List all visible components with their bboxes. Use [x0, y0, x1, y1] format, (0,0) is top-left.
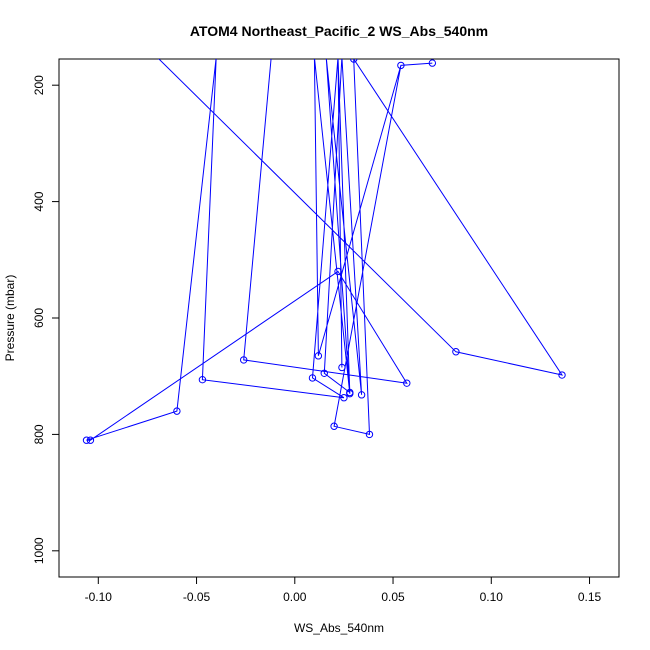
- data-point: [86, 436, 95, 444]
- data-point: [338, 363, 346, 372]
- data-point: [452, 348, 460, 356]
- data-point: [428, 59, 437, 67]
- data-point: [240, 356, 248, 364]
- x-tick-label: -0.10: [85, 590, 113, 604]
- plot-area: [82, 59, 566, 444]
- data-point: [314, 352, 323, 360]
- x-tick-label: 0.15: [578, 590, 602, 604]
- data-point: [82, 436, 91, 444]
- y-tick-label: 400: [32, 191, 46, 211]
- data-point: [340, 394, 348, 402]
- data-point: [403, 379, 411, 387]
- data-point: [320, 369, 328, 377]
- data-point: [330, 422, 338, 430]
- data-point: [350, 59, 358, 63]
- data-point: [558, 371, 566, 379]
- data-point: [308, 374, 317, 382]
- x-axis-label: WS_Abs_540nm: [294, 621, 384, 635]
- data-point: [334, 267, 342, 276]
- x-tick-label: -0.05: [183, 590, 211, 604]
- data-point: [173, 407, 181, 415]
- data-point: [198, 375, 207, 384]
- x-axis: -0.10 -0.05 0.00 0.05 0.10 0.15: [85, 577, 602, 604]
- x-tick-label: 0.05: [381, 590, 405, 604]
- y-tick-label: 600: [32, 308, 46, 328]
- y-axis-label: Pressure (mbar): [3, 275, 17, 362]
- data-point: [357, 391, 366, 399]
- y-tick-label: 800: [32, 424, 46, 444]
- y-tick-label: 1000: [32, 537, 46, 564]
- data-point: [346, 388, 354, 397]
- y-tick-label: 200: [32, 75, 46, 95]
- data-point: [397, 61, 405, 70]
- chart-title: ATOM4 Northeast_Pacific_2 WS_Abs_540nm: [190, 23, 488, 39]
- x-tick-label: 0.10: [480, 590, 504, 604]
- y-axis: 200 400 600 800 1000: [32, 75, 59, 564]
- series-line: [86, 59, 564, 441]
- data-point: [365, 430, 374, 439]
- x-tick-label: 0.00: [283, 590, 307, 604]
